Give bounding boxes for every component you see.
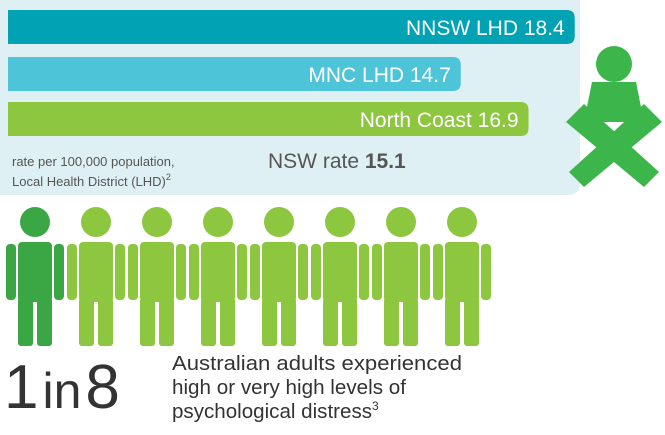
bar-category: North Coast [360, 109, 472, 132]
reference-value: 15.1 [365, 150, 406, 173]
bar-label: NNSW LHD 18.4 [406, 17, 565, 40]
person-leg [79, 298, 94, 346]
fact-line: high or very high levels of [172, 377, 406, 399]
person-leg [262, 298, 277, 346]
person-torso [384, 242, 418, 302]
person-torso [201, 242, 235, 302]
person-head [142, 207, 172, 237]
fraction-word: in [42, 363, 81, 419]
bar-value: 16.9 [478, 109, 519, 132]
fact-line: Australian adults experienced [172, 353, 462, 375]
person [6, 207, 64, 346]
person-leg [464, 298, 479, 346]
bar-category: MNC LHD [308, 64, 404, 87]
person-leg [37, 298, 52, 346]
person-arm [420, 244, 430, 300]
person-leg [18, 298, 33, 346]
icon-leg [569, 104, 662, 187]
person [128, 207, 186, 346]
person-torso [323, 242, 357, 302]
fact-line: psychological distress3 [172, 399, 379, 423]
note-line: Local Health District (LHD)2 [12, 172, 171, 189]
person-arm [6, 244, 16, 300]
person [433, 207, 491, 346]
note-line: rate per 100,000 population, [12, 154, 175, 169]
bar-label: MNC LHD 14.7 [308, 64, 450, 87]
person [67, 207, 125, 346]
fact-ref: 3 [372, 399, 379, 413]
person-leg [98, 298, 113, 346]
person [372, 207, 430, 346]
person-arm [311, 244, 321, 300]
person-torso [140, 242, 174, 302]
bar-category: NNSW LHD [406, 17, 518, 40]
person-arm [67, 244, 77, 300]
person-head [386, 207, 416, 237]
bar [8, 57, 461, 91]
person-leg [220, 298, 235, 346]
denominator: 8 [85, 353, 119, 422]
note-text: Local Health District (LHD) [12, 174, 166, 189]
person-head [325, 207, 355, 237]
bars: NNSW LHD 18.4 MNC LHD 14.7 North Coast 16.… [8, 10, 575, 136]
bar-value: 14.7 [410, 64, 451, 87]
person-leg [201, 298, 216, 346]
person-leg [140, 298, 155, 346]
person-arm [359, 244, 369, 300]
person-arm [189, 244, 199, 300]
person-head [447, 207, 477, 237]
person-arm [115, 244, 125, 300]
bar-value: 18.4 [524, 17, 565, 40]
reference-label: NSW rate [268, 150, 359, 173]
person-torso [18, 242, 52, 302]
bar [8, 102, 529, 136]
person-leg [342, 298, 357, 346]
person-arm [298, 244, 308, 300]
person-torso [79, 242, 113, 302]
person [189, 207, 247, 346]
person-head [203, 207, 233, 237]
person-arm [372, 244, 382, 300]
people [6, 207, 491, 346]
person-leg [159, 298, 174, 346]
person-torso [445, 242, 479, 302]
numerator: 1 [4, 353, 38, 422]
person-arm [54, 244, 64, 300]
icon-body [584, 82, 644, 122]
bar [8, 10, 575, 44]
person-arm [237, 244, 247, 300]
person-torso [262, 242, 296, 302]
bar-label: North Coast 16.9 [360, 109, 519, 132]
person-arm [433, 244, 443, 300]
note-ref: 2 [166, 172, 171, 182]
person-leg [445, 298, 460, 346]
person-arm [250, 244, 260, 300]
icon-head [596, 46, 632, 82]
person-arm [176, 244, 186, 300]
person-leg [403, 298, 418, 346]
person [250, 207, 308, 346]
person-arm [481, 244, 491, 300]
fact-text: psychological distress [172, 401, 372, 423]
fraction: 1in8 [4, 353, 120, 422]
person-leg [281, 298, 296, 346]
person [311, 207, 369, 346]
person-head [264, 207, 294, 237]
person-leg [323, 298, 338, 346]
person-arm [128, 244, 138, 300]
panel [0, 0, 580, 195]
person-head [20, 207, 50, 237]
distress-icon [566, 46, 662, 187]
person-leg [384, 298, 399, 346]
reference: NSW rate 15.1 [268, 150, 406, 173]
person-head [81, 207, 111, 237]
